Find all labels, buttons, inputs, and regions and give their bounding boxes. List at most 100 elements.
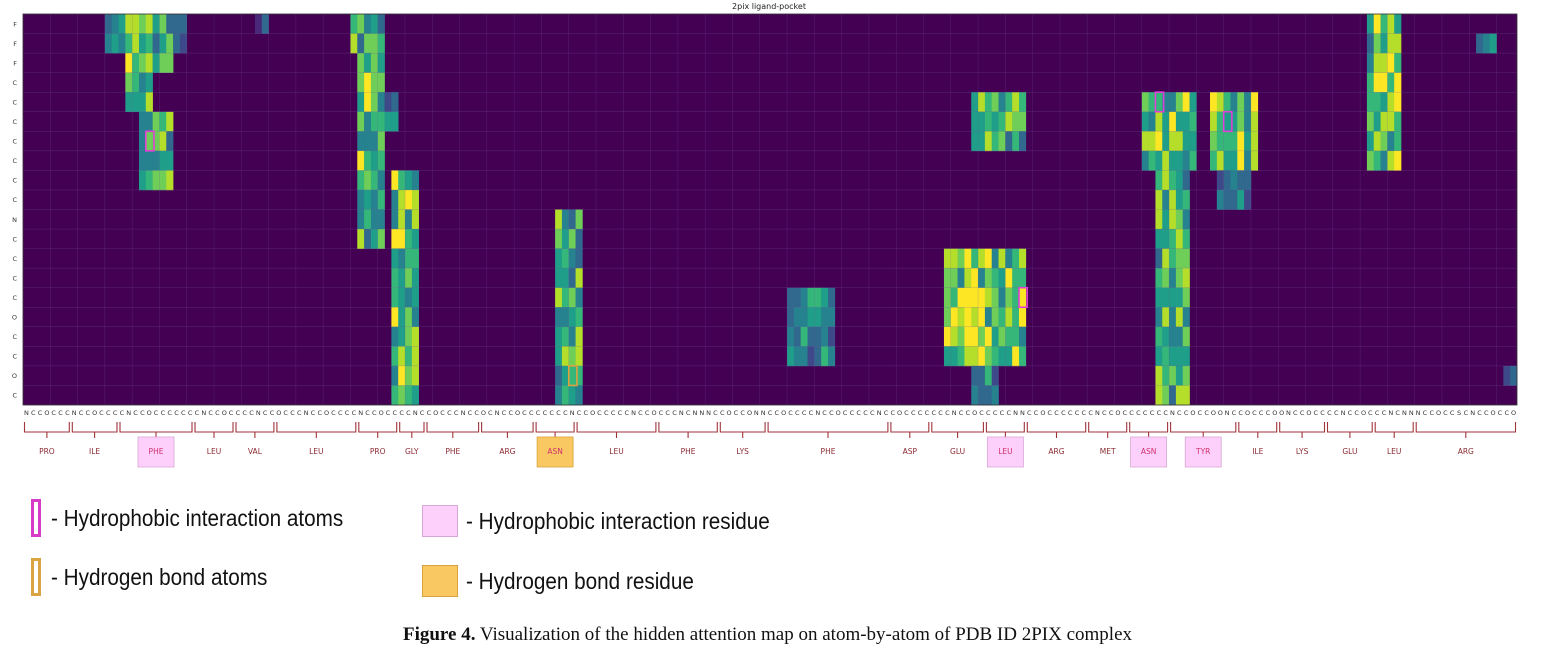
heatmap-cell [1155, 170, 1163, 191]
heatmap-cell [1373, 150, 1381, 171]
y-tick-label: C [12, 196, 17, 204]
heatmap-cell [991, 111, 999, 132]
hydrophobic-residue-box [987, 436, 1024, 468]
x-tick-label: C [618, 409, 623, 417]
heatmap-cell [159, 131, 167, 152]
heatmap-cell [145, 111, 153, 132]
heatmap-cell [1012, 131, 1020, 152]
heatmap-cell [800, 287, 808, 308]
heatmap-cell [391, 268, 399, 288]
heatmap-cell [398, 307, 406, 328]
x-tick-label: C [1122, 409, 1127, 417]
heatmap-cell [1169, 150, 1177, 171]
heatmap-cell [957, 307, 965, 328]
x-tick-label: O [92, 409, 97, 417]
x-tick-label: C [1484, 409, 1489, 417]
x-tick-label: N [413, 409, 418, 417]
heatmap-cell [377, 229, 385, 249]
x-tick-label: C [1143, 409, 1148, 417]
heatmap-cell [998, 287, 1006, 308]
heatmap-cell [1394, 14, 1402, 34]
heatmap-cell [984, 385, 993, 406]
heatmap-cell [1141, 92, 1149, 113]
x-tick-label: C [1334, 409, 1339, 417]
x-tick-label: C [843, 409, 848, 417]
heatmap-cell [943, 307, 952, 328]
heatmap-cell [1162, 307, 1170, 328]
x-tick-label: O [836, 409, 841, 417]
x-tick-label: N [1170, 409, 1175, 417]
x-tick-label: N [693, 409, 698, 417]
x-tick-label: C [1184, 409, 1189, 417]
chart-title: 2pix ligand-pocket [732, 2, 806, 11]
heatmap-cell [1373, 33, 1381, 54]
heatmap-cell [1366, 92, 1375, 113]
heatmap-cell [821, 307, 829, 328]
heatmap-cell [978, 268, 986, 288]
x-tick-label: N [699, 409, 704, 417]
heatmap-cell [1230, 111, 1238, 132]
heatmap-cell [814, 346, 822, 367]
residue-label: ARG [1048, 447, 1064, 456]
heatmap-cell [364, 72, 372, 93]
residue-bracket [719, 422, 766, 438]
residue-bracket [1415, 422, 1517, 438]
heatmap-cell [1175, 111, 1184, 132]
heatmap-cell [1230, 92, 1238, 113]
heatmap-cell [370, 209, 379, 230]
heatmap-cell [1169, 229, 1177, 249]
heatmap-cell [411, 365, 419, 386]
heatmap-cell [1182, 150, 1190, 171]
y-axis-atom-labels: F F F C C C C C C C N C C C C O C C O C [12, 20, 18, 399]
heatmap-cell [1005, 248, 1013, 269]
heatmap-cell [1162, 170, 1170, 191]
heatmap-cell [391, 248, 399, 269]
heatmap-cell [152, 14, 160, 34]
hbond-residue-swatch [422, 565, 458, 597]
x-tick-label: C [795, 409, 800, 417]
heatmap-cell [357, 209, 365, 230]
heatmap-cell [391, 209, 399, 230]
heatmap-cell [1148, 111, 1156, 132]
heatmap-cell [377, 209, 385, 230]
x-tick-label: C [447, 409, 452, 417]
heatmap-cell [1237, 170, 1245, 191]
residue-bracket [1088, 422, 1128, 438]
x-tick-label: C [365, 409, 370, 417]
x-tick-label: O [44, 409, 49, 417]
heatmap-cell [125, 72, 133, 93]
heatmap-cell [377, 150, 385, 171]
heatmap-cell [173, 14, 181, 34]
heatmap-cell [1012, 346, 1020, 367]
heatmap-cell [1216, 92, 1224, 113]
heatmap-cell [1223, 92, 1231, 113]
x-tick-label: C [734, 409, 739, 417]
residue-bracket [276, 422, 357, 438]
heatmap-cell [1250, 150, 1259, 171]
residue-bracket [235, 422, 275, 438]
heatmap-cell [405, 307, 413, 328]
x-tick-label: C [468, 409, 473, 417]
heatmap-cell [1387, 53, 1395, 73]
x-tick-label: N [304, 409, 309, 417]
heatmap-cell [991, 385, 999, 406]
heatmap-cell [1373, 14, 1381, 34]
heatmap-cell [1141, 150, 1149, 171]
x-tick-label: C [474, 409, 479, 417]
x-tick-label: C [195, 409, 200, 417]
heatmap-cell [787, 307, 795, 328]
heatmap-cell [159, 170, 167, 191]
heatmap-cell [943, 248, 952, 269]
heatmap-cell [1387, 150, 1395, 171]
x-tick-label: C [386, 409, 391, 417]
x-tick-label: C [113, 409, 118, 417]
heatmap-cell [1476, 33, 1484, 54]
x-tick-label: C [536, 409, 541, 417]
heatmap-cell [1155, 365, 1163, 386]
x-tick-label: C [188, 409, 193, 417]
x-tick-label: C [1177, 409, 1182, 417]
heatmap-cell [568, 248, 576, 269]
x-tick-label: C [966, 409, 971, 417]
x-tick-label: C [891, 409, 896, 417]
